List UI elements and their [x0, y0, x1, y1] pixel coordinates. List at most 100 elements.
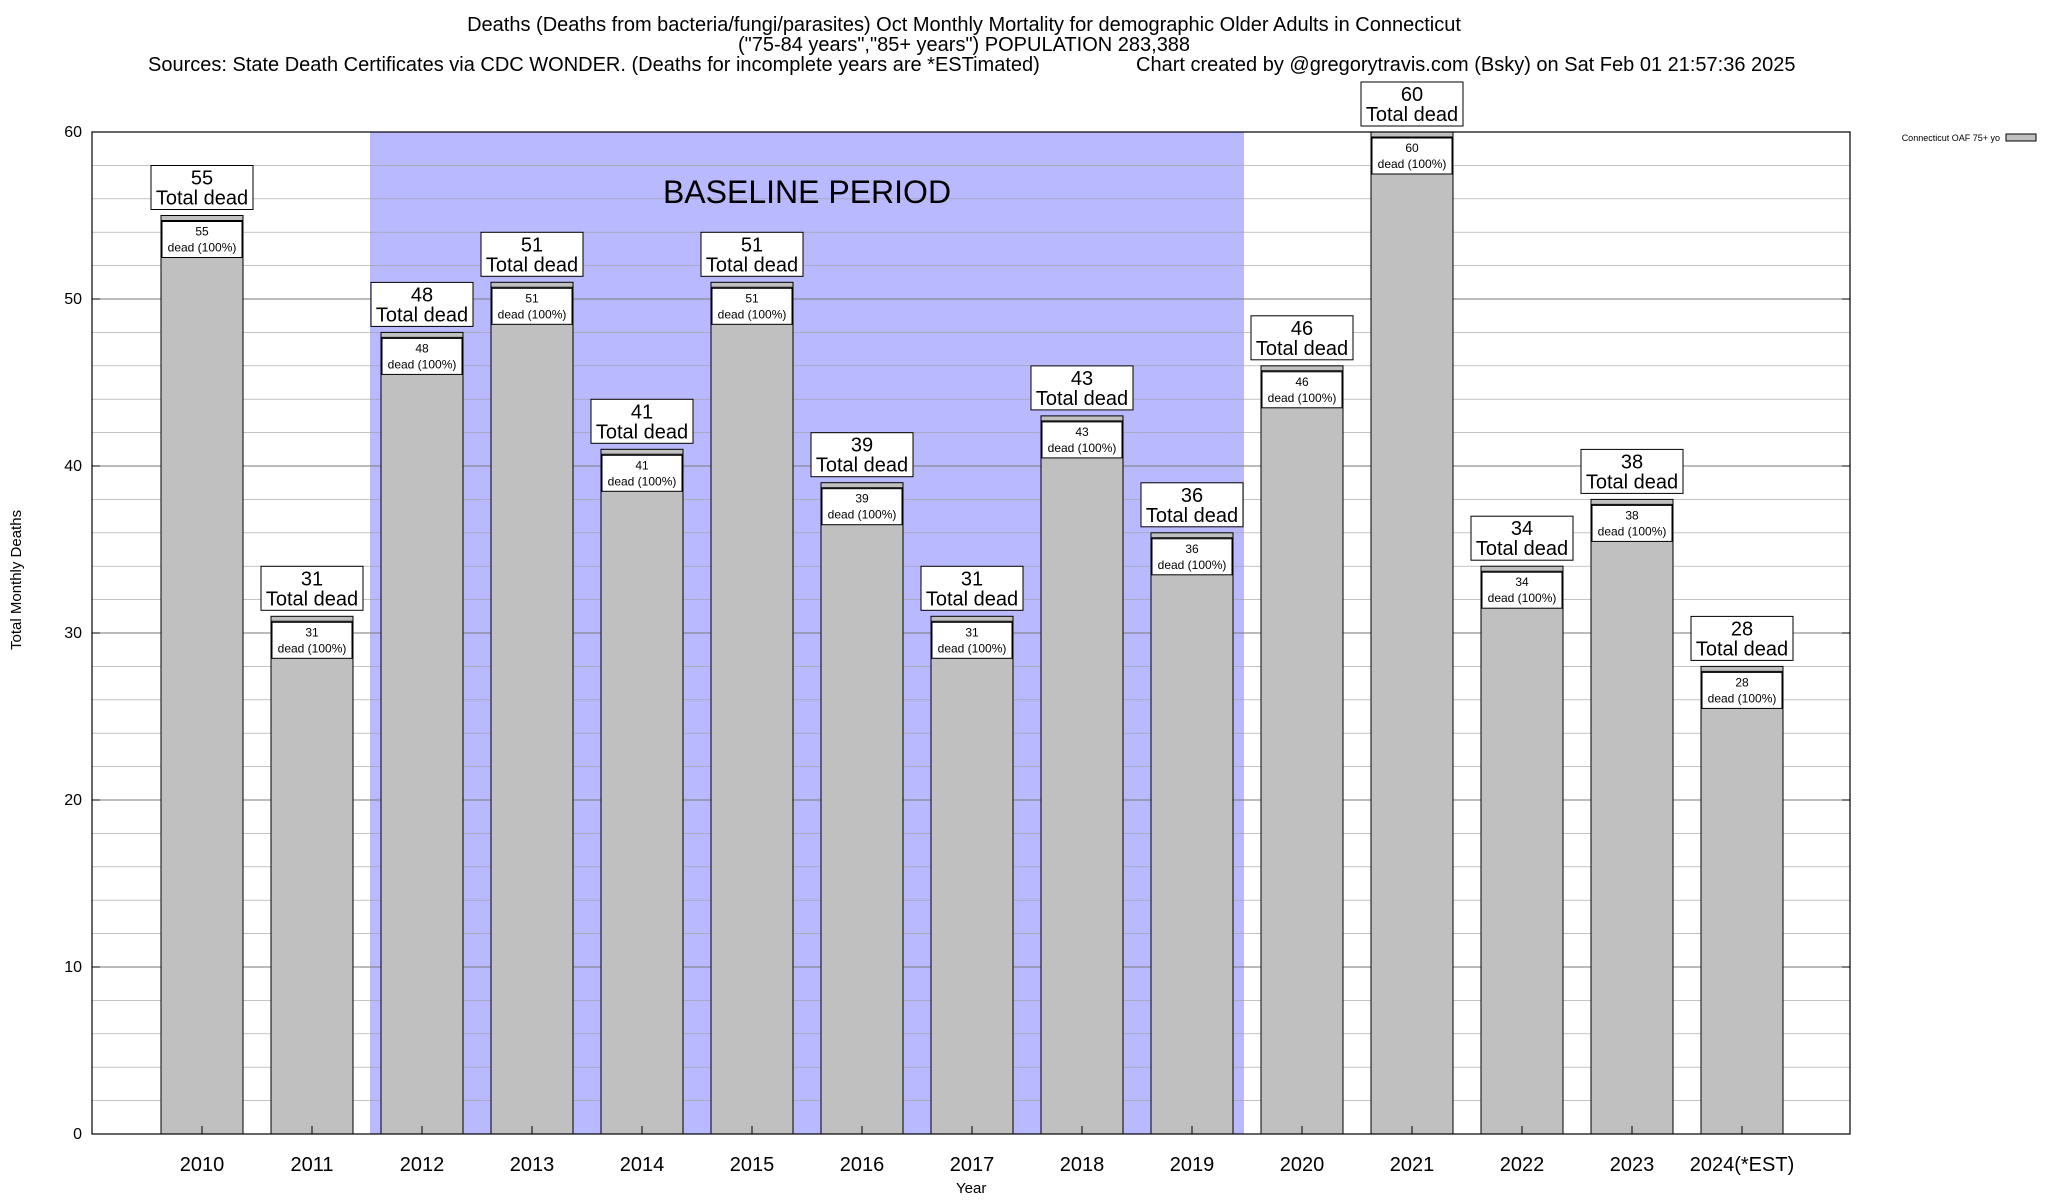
x-tick-label: 2014	[620, 1154, 665, 1176]
bar	[710, 281, 794, 1135]
inner-pct-label: dead (100%)	[938, 641, 1007, 655]
inner-value-label: 48	[415, 341, 429, 355]
inner-pct-label: dead (100%)	[388, 357, 457, 371]
legend-label: Connecticut OAF 75+ yo	[1902, 133, 2000, 143]
total-label-box	[1470, 515, 1574, 561]
x-tick-label: 2019	[1170, 1154, 1215, 1176]
inner-label-box	[381, 337, 463, 375]
inner-value-label: 39	[855, 492, 869, 506]
chart-subtitle: ("75-84 years","85+ years") POPULATION 2…	[737, 34, 1191, 56]
total-text-label: Total dead	[1036, 388, 1128, 410]
total-label-box	[810, 432, 914, 478]
inner-pct-label: dead (100%)	[718, 307, 787, 321]
inner-pct-label: dead (100%)	[1708, 691, 1777, 705]
y-axis-label: Total Monthly Deaths	[8, 509, 25, 650]
total-label-box	[920, 565, 1024, 611]
total-label-box	[590, 398, 694, 444]
inner-value-label: 31	[305, 625, 319, 639]
total-text-label: Total dead	[266, 588, 358, 610]
chart-credit: Chart created by @gregorytravis.com (Bsk…	[1136, 54, 1796, 76]
x-tick-label: 2018	[1060, 1154, 1105, 1176]
bar	[1370, 131, 1454, 1135]
total-value-label: 55	[191, 168, 213, 190]
bar	[270, 615, 354, 1135]
total-value-label: 28	[1731, 618, 1753, 640]
baseline-label: BASELINE PERIOD	[663, 174, 951, 210]
inner-label-box	[1481, 571, 1563, 609]
x-tick-label: 2016	[840, 1154, 885, 1176]
total-label-box	[1140, 482, 1244, 528]
bar	[380, 331, 464, 1135]
inner-label-box	[821, 488, 903, 526]
bar	[1480, 565, 1564, 1135]
inner-pct-label: dead (100%)	[498, 307, 567, 321]
total-label-box	[700, 231, 804, 277]
inner-label-box	[1701, 671, 1783, 709]
total-text-label: Total dead	[816, 455, 908, 477]
total-value-label: 36	[1181, 485, 1203, 507]
total-value-label: 31	[301, 568, 323, 590]
inner-label-box	[931, 621, 1013, 659]
x-tick-label: 2013	[510, 1154, 555, 1176]
y-tick-label: 20	[64, 792, 82, 809]
total-text-label: Total dead	[1146, 505, 1238, 527]
inner-label-box	[1371, 137, 1453, 175]
total-label-box	[1360, 81, 1464, 127]
y-tick-label: 40	[64, 458, 82, 475]
inner-value-label: 31	[965, 625, 979, 639]
total-value-label: 39	[851, 435, 873, 457]
bar	[160, 215, 244, 1135]
total-value-label: 43	[1071, 368, 1093, 390]
x-tick-label: 2024(*EST)	[1690, 1154, 1795, 1176]
total-label-box	[1580, 448, 1684, 494]
inner-pct-label: dead (100%)	[1488, 591, 1557, 605]
total-value-label: 34	[1511, 518, 1533, 540]
inner-pct-label: dead (100%)	[608, 474, 677, 488]
inner-value-label: 28	[1735, 675, 1749, 689]
bar	[930, 615, 1014, 1135]
inner-value-label: 51	[525, 291, 539, 305]
total-text-label: Total dead	[706, 254, 798, 276]
inner-pct-label: dead (100%)	[1268, 391, 1337, 405]
total-text-label: Total dead	[1476, 538, 1568, 560]
inner-label-box	[1591, 504, 1673, 542]
total-label-box	[370, 281, 474, 327]
total-text-label: Total dead	[486, 254, 578, 276]
inner-pct-label: dead (100%)	[828, 508, 897, 522]
inner-label-box	[601, 454, 683, 492]
total-text-label: Total dead	[596, 421, 688, 443]
inner-pct-label: dead (100%)	[278, 641, 347, 655]
bar	[820, 482, 904, 1135]
total-text-label: Total dead	[1256, 338, 1348, 360]
inner-pct-label: dead (100%)	[1378, 157, 1447, 171]
total-value-label: 46	[1291, 318, 1313, 340]
y-tick-label: 60	[64, 124, 82, 141]
inner-value-label: 38	[1625, 508, 1639, 522]
inner-pct-label: dead (100%)	[1158, 558, 1227, 572]
total-text-label: Total dead	[1586, 471, 1678, 493]
x-tick-label: 2023	[1610, 1154, 1655, 1176]
bar	[1150, 532, 1234, 1135]
inner-value-label: 43	[1075, 425, 1089, 439]
inner-pct-label: dead (100%)	[1048, 441, 1117, 455]
total-value-label: 38	[1621, 451, 1643, 473]
total-label-box	[150, 165, 254, 210]
x-tick-label: 2022	[1500, 1154, 1545, 1176]
inner-label-box	[1151, 538, 1233, 576]
inner-value-label: 60	[1405, 141, 1419, 155]
total-value-label: 51	[741, 234, 763, 256]
inner-label-box	[1261, 371, 1343, 409]
total-label-box	[1030, 365, 1134, 411]
chart-sources: Sources: State Death Certificates via CD…	[148, 54, 1040, 76]
inner-value-label: 36	[1185, 542, 1199, 556]
bar	[600, 448, 684, 1135]
total-label-box	[480, 231, 584, 277]
y-tick-label: 0	[73, 1126, 82, 1143]
x-tick-label: 2011	[290, 1154, 333, 1176]
total-text-label: Total dead	[376, 304, 468, 326]
inner-value-label: 55	[195, 225, 209, 239]
x-tick-label: 2020	[1280, 1154, 1325, 1176]
total-value-label: 31	[961, 568, 983, 590]
inner-label-box	[711, 287, 793, 325]
